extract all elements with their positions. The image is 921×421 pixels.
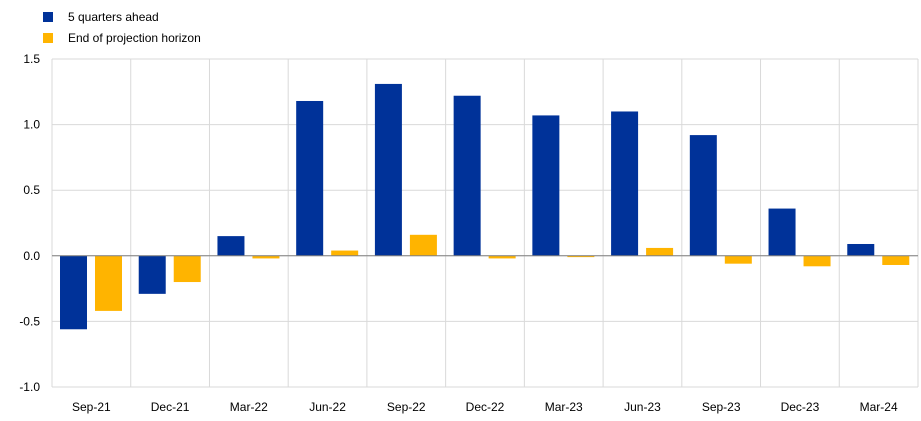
bar-end-of-projection-horizon-jun-23 xyxy=(646,247,674,256)
y-tick-label-1-0: -1.0 xyxy=(19,380,40,394)
x-tick-label-jun-22: Jun-22 xyxy=(309,400,346,414)
bar-5-quarters-ahead-sep-21 xyxy=(60,255,87,330)
y-tick-label-1-0: 1.0 xyxy=(23,118,40,132)
x-tick-label-mar-22: Mar-22 xyxy=(230,400,268,414)
x-tick-label-mar-23: Mar-23 xyxy=(545,400,583,414)
x-tick-label-sep-23: Sep-23 xyxy=(702,400,741,414)
legend-swatch-5-quarters-ahead xyxy=(43,11,53,22)
y-tick-label-0-5: -0.5 xyxy=(19,314,40,328)
bar-5-quarters-ahead-dec-22 xyxy=(453,95,481,256)
bar-5-quarters-ahead-jun-22 xyxy=(296,100,324,256)
bar-end-of-projection-horizon-dec-21 xyxy=(173,255,201,283)
legend-item-end-of-projection-horizon: End of projection horizon xyxy=(43,27,201,48)
x-tick-label-dec-21: Dec-21 xyxy=(151,400,190,414)
bar-5-quarters-ahead-mar-23 xyxy=(532,115,560,256)
bar-end-of-projection-horizon-sep-21 xyxy=(95,255,122,311)
bar-5-quarters-ahead-dec-21 xyxy=(138,255,166,294)
bar-end-of-projection-horizon-mar-24 xyxy=(882,255,910,265)
bar-end-of-projection-horizon-dec-23 xyxy=(803,255,831,267)
x-tick-label-sep-21: Sep-21 xyxy=(72,400,111,414)
x-tick-label-jun-23: Jun-23 xyxy=(624,400,661,414)
legend-label-end-of-projection-horizon: End of projection horizon xyxy=(68,30,201,45)
bar-end-of-projection-horizon-sep-23 xyxy=(724,255,752,264)
legend-swatch-end-of-projection-horizon xyxy=(43,32,53,43)
bar-5-quarters-ahead-sep-22 xyxy=(374,83,402,256)
bar-5-quarters-ahead-jun-23 xyxy=(611,111,639,256)
y-tick-label-1-5: 1.5 xyxy=(23,52,40,66)
x-tick-label-mar-24: Mar-24 xyxy=(860,400,898,414)
bar-5-quarters-ahead-mar-24 xyxy=(847,243,875,256)
bar-5-quarters-ahead-mar-22 xyxy=(217,236,245,256)
legend-label-5-quarters-ahead: 5 quarters ahead xyxy=(68,9,159,24)
y-tick-label-0-0: 0.0 xyxy=(23,249,40,263)
bar-end-of-projection-horizon-mar-23 xyxy=(567,255,595,258)
x-tick-label-dec-23: Dec-23 xyxy=(781,400,820,414)
x-tick-label-sep-22: Sep-22 xyxy=(387,400,426,414)
bar-5-quarters-ahead-sep-23 xyxy=(689,135,717,256)
x-tick-label-dec-22: Dec-22 xyxy=(466,400,505,414)
legend: 5 quarters ahead End of projection horiz… xyxy=(43,6,201,48)
bar-end-of-projection-horizon-jun-22 xyxy=(331,250,359,256)
bar-end-of-projection-horizon-sep-22 xyxy=(409,234,437,256)
bar-end-of-projection-horizon-mar-22 xyxy=(252,255,280,259)
y-tick-label-0-5: 0.5 xyxy=(23,183,40,197)
bar-end-of-projection-horizon-dec-22 xyxy=(488,255,516,259)
bar-5-quarters-ahead-dec-23 xyxy=(768,208,796,256)
legend-item-5-quarters-ahead: 5 quarters ahead xyxy=(43,6,201,27)
